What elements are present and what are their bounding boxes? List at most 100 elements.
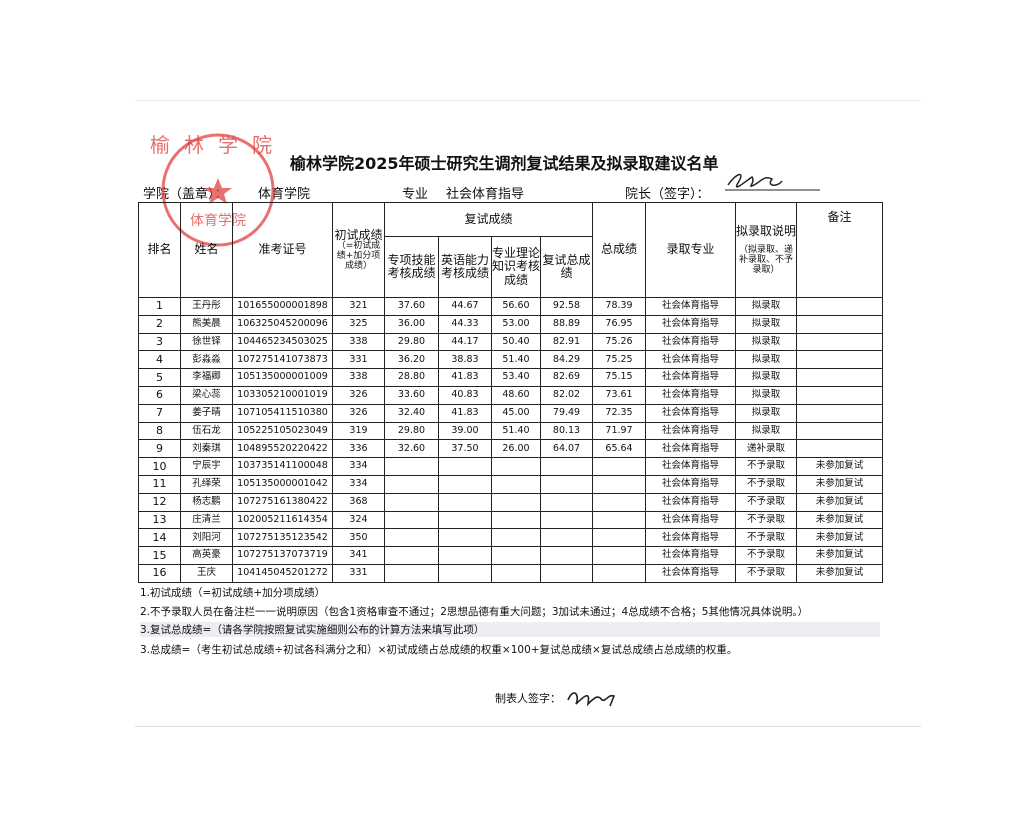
table-cell: 拟录取 — [735, 385, 798, 405]
table-cell: 51.40 — [491, 421, 541, 441]
table-cell: 社会体育指导 — [645, 563, 737, 583]
table-cell — [438, 510, 492, 530]
table-cell: 13 — [138, 510, 181, 530]
table-cell: 10 — [138, 457, 181, 476]
table-cell: 107105411510380 — [232, 403, 333, 423]
table-cell — [384, 563, 439, 583]
table-cell: 徐世铎 — [180, 332, 233, 352]
table-row: 4 彭淼淼 107275141073873 331 36.20 38.83 51.40 84.… — [138, 350, 884, 370]
table-cell — [384, 474, 439, 494]
table-cell: 宁辰宇 — [180, 457, 233, 476]
table-cell: 未参加复试 — [796, 510, 884, 530]
table-cell: 高英豪 — [180, 546, 233, 565]
table-cell: 社会体育指导 — [645, 368, 737, 387]
table-cell: 82.02 — [539, 385, 594, 405]
table-cell — [796, 421, 884, 441]
table-cell: 李福卿 — [180, 368, 233, 387]
table-cell: 王庆 — [180, 563, 233, 583]
table-cell — [592, 546, 647, 565]
table-cell — [592, 457, 647, 476]
table-cell — [438, 474, 492, 494]
table-cell: 彭淼淼 — [180, 350, 233, 370]
header-note: 备注 — [796, 202, 884, 298]
table-cell: 刘秦琪 — [180, 439, 233, 459]
maker-signature — [567, 692, 616, 707]
table-cell: 拟录取 — [735, 368, 798, 387]
table-cell: 拟录取 — [735, 403, 798, 423]
table-cell — [539, 528, 594, 548]
header-status: 拟录取说明 （拟录取、递补录取、不予录取） — [735, 202, 798, 298]
table-cell: 338 — [332, 368, 385, 387]
table-cell: 326 — [332, 385, 385, 405]
table-cell — [438, 457, 492, 476]
table-cell: 104465234503025 — [232, 332, 333, 352]
table-cell: 杨志鹏 — [180, 492, 233, 512]
table-cell — [592, 563, 647, 583]
maker-label: 制表人签字： — [495, 692, 561, 705]
table-cell: 不予录取 — [735, 457, 798, 476]
table-cell: 102005211614354 — [232, 510, 333, 530]
header-name: 姓名 — [180, 202, 233, 298]
table-cell: 36.00 — [384, 314, 439, 334]
header-total: 总成绩 — [592, 202, 647, 298]
header-rank: 排名 — [138, 202, 181, 298]
note: 3.总成绩=（考生初试总成绩÷初试各科满分之和）×初试成绩占总成绩的权重×100… — [140, 644, 738, 656]
table-cell — [438, 563, 492, 583]
table-cell: 社会体育指导 — [645, 510, 737, 530]
table-cell: 姜子晴 — [180, 403, 233, 423]
stamp-star — [204, 178, 232, 204]
table-cell — [491, 546, 541, 565]
table-cell — [592, 474, 647, 494]
table-cell: 341 — [332, 546, 385, 565]
table-cell: 37.50 — [438, 439, 492, 459]
table-cell — [539, 457, 594, 476]
table-cell: 105225105023049 — [232, 421, 333, 441]
table-cell: 56.60 — [491, 297, 541, 316]
header-initial: 初试成绩 （=初试成绩+加分项成绩） — [332, 202, 385, 298]
table-cell: 72.35 — [592, 403, 647, 423]
table-cell: 75.26 — [592, 332, 647, 352]
table-cell: 78.39 — [592, 297, 647, 316]
table-cell: 65.64 — [592, 439, 647, 459]
table-cell: 75.15 — [592, 368, 647, 387]
table-cell: 51.40 — [491, 350, 541, 370]
table-row: 14 刘阳河 107275135123542 350 社会体育指导 不予录取 未参加复试 — [138, 528, 884, 548]
table-row: 3 徐世铎 104465234503025 338 29.80 44.17 50.40 82.… — [138, 332, 884, 352]
table-cell: 45.00 — [491, 403, 541, 423]
header-retest-col: 专业理论知识考核成绩 — [491, 236, 541, 298]
table-cell: 107275141073873 — [232, 350, 333, 370]
table-cell — [384, 528, 439, 548]
table-cell: 107275135123542 — [232, 528, 333, 548]
table-cell: 29.80 — [384, 421, 439, 441]
table-cell: 350 — [332, 528, 385, 548]
table-cell: 84.29 — [539, 350, 594, 370]
table-cell: 社会体育指导 — [645, 403, 737, 423]
header-retest-col: 复试总成绩 — [539, 236, 594, 298]
table-cell: 14 — [138, 528, 181, 548]
stamp-outer: 榆林学院 — [150, 133, 286, 157]
table-cell — [491, 563, 541, 583]
table-cell: 未参加复试 — [796, 457, 884, 476]
table-cell: 368 — [332, 492, 385, 512]
table-cell: 社会体育指导 — [645, 439, 737, 459]
table-row: 15 高英豪 107275137073719 341 社会体育指导 不予录取 未参加复试 — [138, 546, 884, 565]
table-cell: 82.91 — [539, 332, 594, 352]
table-row: 1 王丹彤 101655000001898 321 37.60 44.67 56.60 92.… — [138, 297, 884, 316]
table-cell: 33.60 — [384, 385, 439, 405]
table-cell — [384, 510, 439, 530]
table-cell: 338 — [332, 332, 385, 352]
table-cell: 社会体育指导 — [645, 474, 737, 494]
table-cell: 9 — [138, 439, 181, 459]
note: 3.复试总成绩=（请各学院按照复试实施细则公布的计算方法来填写此项） — [140, 622, 880, 637]
table-cell — [539, 474, 594, 494]
table-cell: 拟录取 — [735, 314, 798, 334]
table-cell — [796, 332, 884, 352]
table-cell: 53.40 — [491, 368, 541, 387]
table-row: 5 李福卿 105135000001009 338 28.80 41.83 53.40 82.… — [138, 368, 884, 387]
table-cell: 社会体育指导 — [645, 421, 737, 441]
note: 2.不予录取人员在备注栏一一说明原因（包含1资格审查不通过；2思想品德有重大问题… — [140, 606, 809, 618]
table-cell: 79.49 — [539, 403, 594, 423]
header-status-title: 拟录取说明 — [736, 223, 797, 238]
table-cell: 38.83 — [438, 350, 492, 370]
